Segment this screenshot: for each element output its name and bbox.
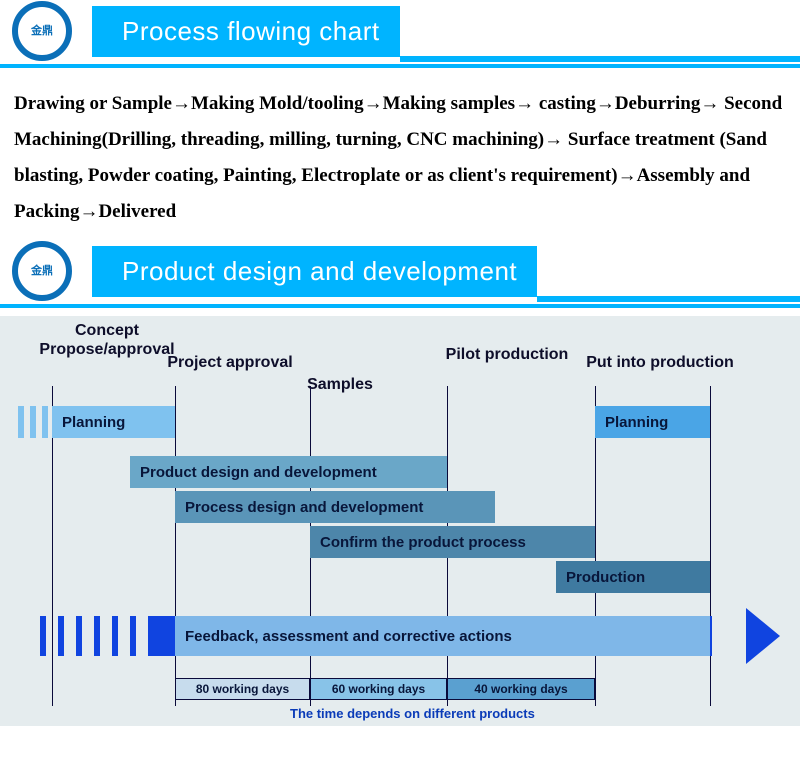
section1-header: 金鼎 Process flowing chart xyxy=(0,0,800,68)
logo-icon: 金鼎 xyxy=(12,1,72,61)
process-flow-text: Drawing or Sample→Making Mold/tooling→Ma… xyxy=(0,76,800,240)
feedback-label: Feedback, assessment and corrective acti… xyxy=(175,616,710,656)
feedback-dash xyxy=(94,616,100,656)
logo-icon-2: 金鼎 xyxy=(12,241,72,301)
header-bar-2: 金鼎 Product design and development xyxy=(0,240,800,302)
section2-header: 金鼎 Product design and development xyxy=(0,240,800,308)
feedback-arrow-tip xyxy=(746,608,780,664)
feedback-dash xyxy=(76,616,82,656)
milestone-label: Put into production xyxy=(575,354,745,372)
gantt-bar: Planning xyxy=(595,406,710,438)
gantt-bar: Planning xyxy=(52,406,175,438)
milestone-label: Samples xyxy=(290,376,390,394)
logo-text-2: 金鼎 xyxy=(31,266,53,277)
gantt-bar: Production xyxy=(556,561,710,593)
milestone-line xyxy=(175,386,176,706)
gantt-bar: Process design and development xyxy=(175,491,495,523)
footnote: The time depends on different products xyxy=(290,706,535,721)
dash-stub xyxy=(30,406,36,438)
logo-text: 金鼎 xyxy=(31,26,53,37)
gantt-diagram: ConceptPropose/approvalProject approvalS… xyxy=(0,316,800,726)
title-accent xyxy=(400,56,800,62)
feedback-dash xyxy=(130,616,136,656)
header-bar: 金鼎 Process flowing chart xyxy=(0,0,800,62)
feedback-dash xyxy=(40,616,46,656)
section2-title: Product design and development xyxy=(92,246,537,297)
milestone-label: Project approval xyxy=(155,354,305,372)
working-days-box: 60 working days xyxy=(310,678,447,700)
milestone-line xyxy=(710,386,711,706)
working-days-box: 40 working days xyxy=(447,678,595,700)
milestone-label: Pilot production xyxy=(427,346,587,364)
working-days-box: 80 working days xyxy=(175,678,310,700)
dash-stub xyxy=(18,406,24,438)
feedback-dash xyxy=(112,616,118,656)
feedback-dash xyxy=(58,616,64,656)
dash-stub xyxy=(42,406,48,438)
gantt-bar: Confirm the product process xyxy=(310,526,595,558)
title-accent-2 xyxy=(537,296,800,302)
gantt-bar: Product design and development xyxy=(130,456,447,488)
section1-title: Process flowing chart xyxy=(92,6,400,57)
